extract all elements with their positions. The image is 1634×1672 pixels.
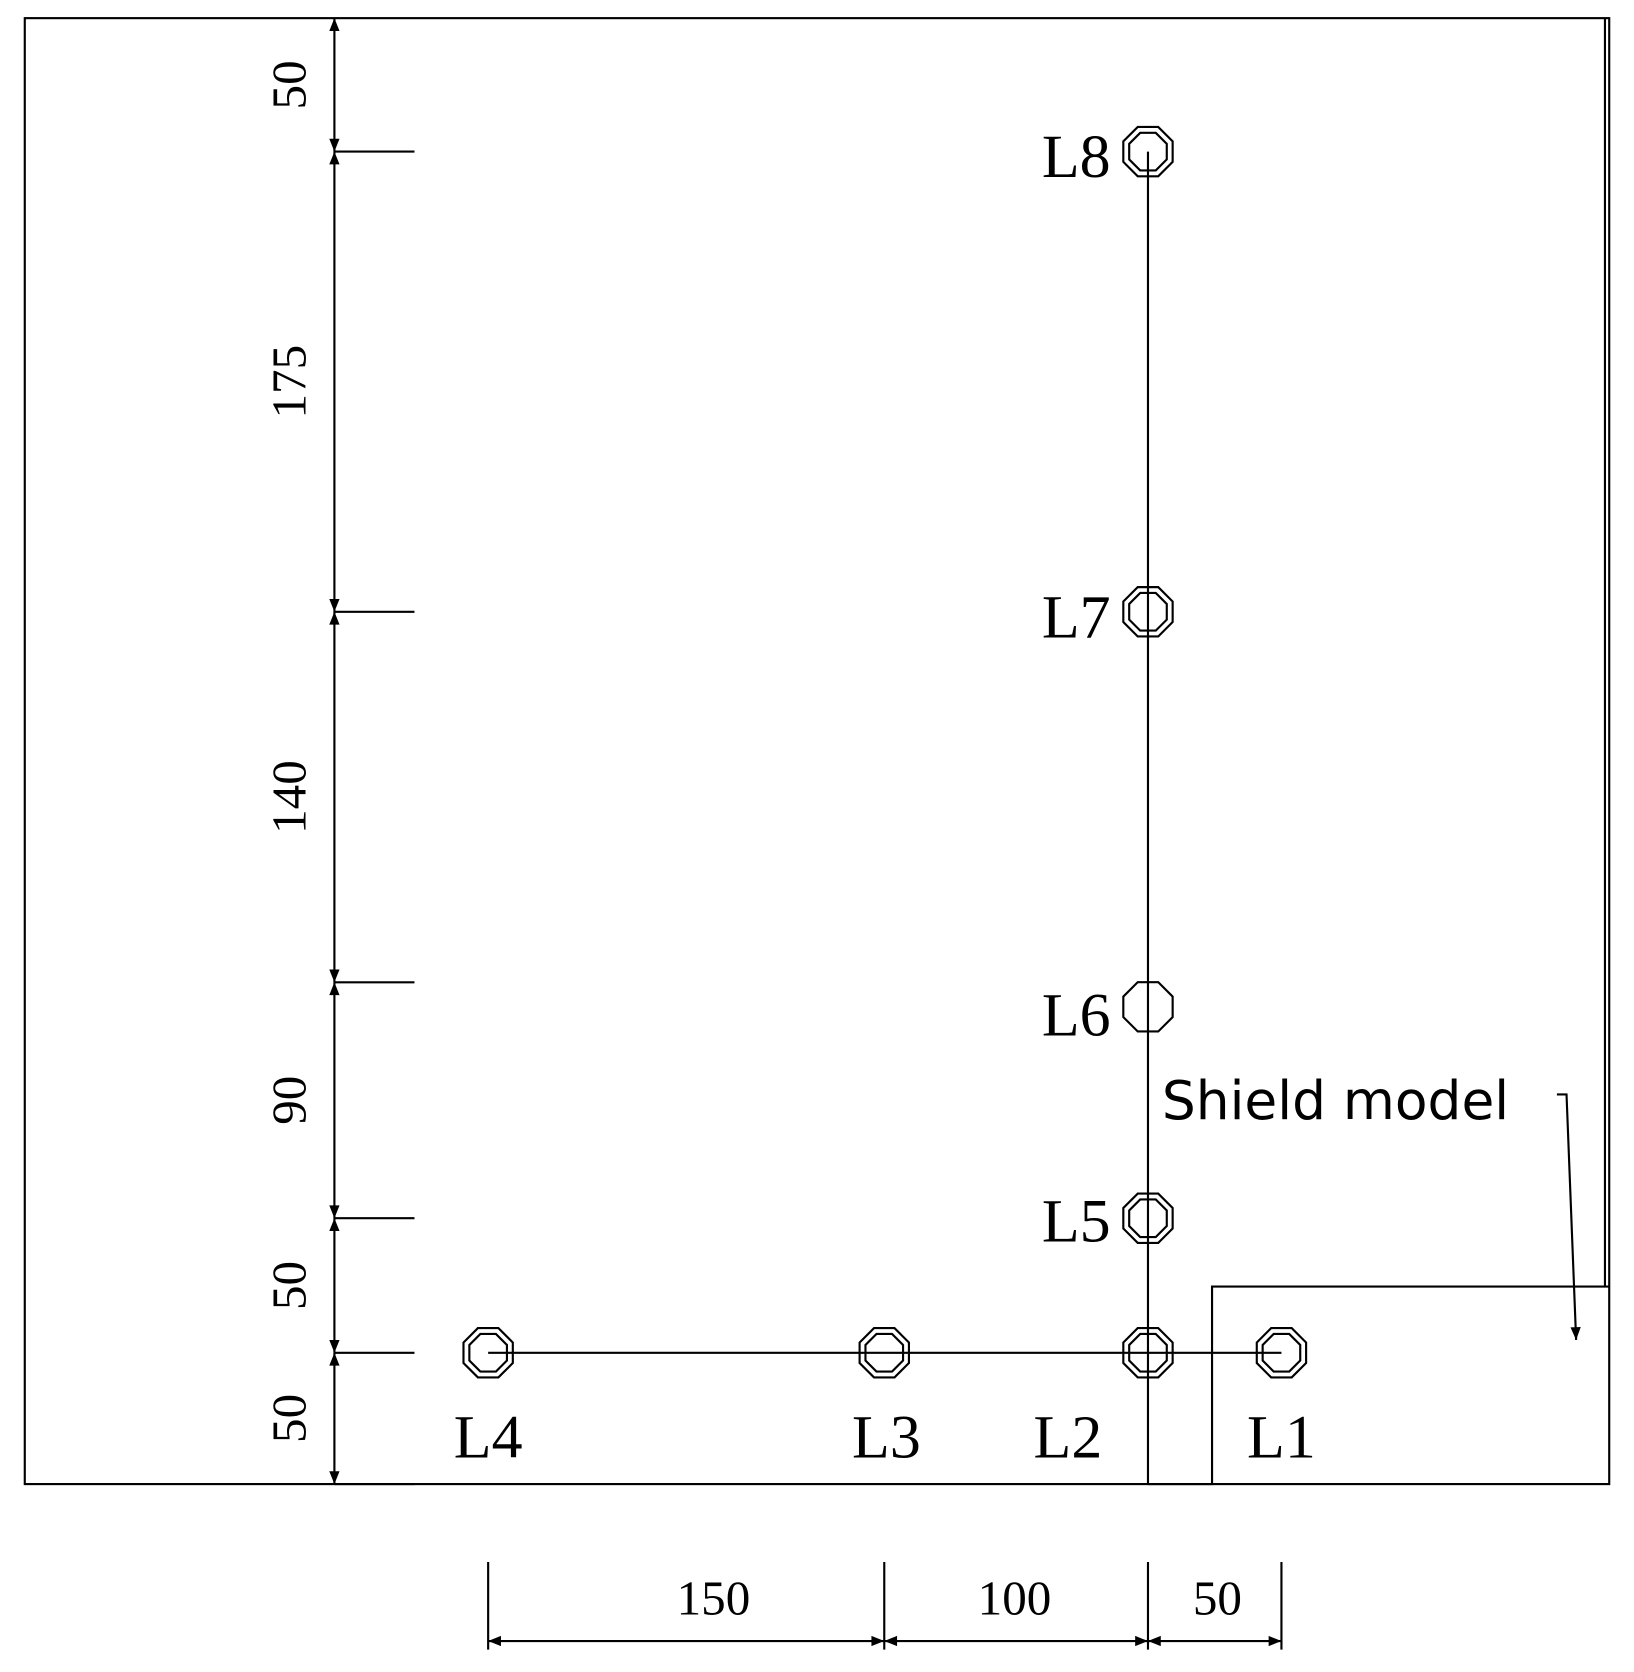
- sensor-marker-inner: [1261, 1332, 1302, 1373]
- sensor-marker: [1122, 1327, 1174, 1379]
- dimension-label: 100: [978, 1570, 1052, 1625]
- sensor-marker-inner: [1128, 1332, 1168, 1373]
- dimension-label: 50: [262, 1261, 317, 1310]
- sensor-label: L1: [1247, 1403, 1316, 1471]
- sensor-marker-inner: [1128, 131, 1168, 172]
- shield-model-label: Shield model: [1162, 1069, 1509, 1132]
- sensor-label: L4: [454, 1403, 523, 1471]
- sensor-label: L3: [852, 1403, 921, 1471]
- sensor-marker: [1122, 125, 1174, 178]
- annotation-arrow: [1556, 1093, 1581, 1340]
- sensor-marker: [1122, 586, 1174, 638]
- sensor-marker: [1122, 1192, 1174, 1244]
- sensor-marker: [1255, 1327, 1308, 1379]
- shield-model-outline: [1147, 1285, 1610, 1486]
- sensor-marker-inner: [1128, 591, 1168, 632]
- sensor-label: L7: [1042, 583, 1111, 651]
- sensor-marker: [858, 1327, 910, 1379]
- dimension-label: 90: [262, 1076, 317, 1125]
- dimension-label: 50: [262, 1394, 317, 1443]
- frame: [23, 17, 1611, 1486]
- dimension-label: 50: [262, 60, 317, 109]
- sensor-marker-inner: [864, 1332, 905, 1373]
- sensor-label: L2: [1034, 1403, 1103, 1471]
- sensor-marker: [1122, 981, 1174, 1033]
- sensor-marker-inner: [1128, 1198, 1168, 1239]
- dimension-label: 150: [677, 1570, 751, 1625]
- sensor-label: L6: [1042, 982, 1111, 1050]
- dimension-label: 50: [1193, 1570, 1242, 1625]
- sensor-marker-inner: [468, 1332, 509, 1373]
- dimension-label: 140: [262, 760, 317, 834]
- dimension-label: 175: [262, 345, 317, 419]
- sensor-label: L8: [1042, 123, 1111, 191]
- sensor-marker: [462, 1327, 514, 1379]
- sensor-label: L5: [1042, 1188, 1111, 1256]
